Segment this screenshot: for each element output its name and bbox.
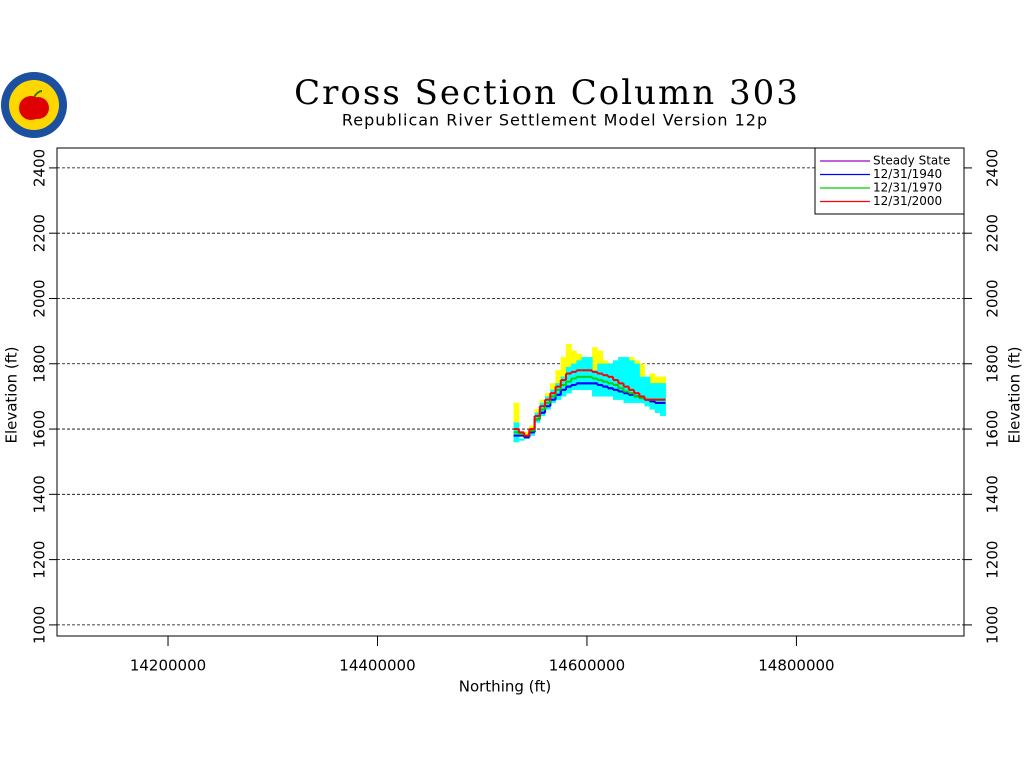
y2-tick-label: 1000: [984, 606, 1002, 644]
legend-box: [814, 147, 965, 215]
y2-tick-label: 1200: [984, 541, 1002, 579]
x-tick-label: 14600000: [549, 657, 625, 675]
y2-tick-label: 2000: [984, 279, 1002, 317]
x-axis-label: Northing (ft): [459, 678, 552, 696]
legend-label: Steady State: [873, 154, 950, 168]
y-tick-label: 1200: [31, 541, 49, 579]
y2-tick-label: 1600: [984, 410, 1002, 448]
y-tick-label: 1000: [31, 606, 49, 644]
legend-label: 12/31/1970: [873, 181, 942, 195]
plot-area: 1000 1000 1200 1200 1400 1400 1600 1600 1800 1800…: [31, 149, 1002, 675]
fill-cell: [576, 360, 583, 391]
fill-cell: [649, 383, 656, 410]
fill-cell: [586, 357, 593, 391]
legend: Steady State12/31/194012/31/197012/31/20…: [814, 147, 965, 215]
logo-stem: [33, 90, 43, 98]
y2-tick-label: 2200: [984, 214, 1002, 252]
chart-title: Cross Section Column 303: [294, 73, 800, 113]
y-tick-label: 2400: [31, 149, 49, 187]
fill-cell: [581, 357, 588, 391]
y2-tick-label: 1800: [984, 345, 1002, 383]
legend-label: 12/31/1940: [873, 167, 942, 181]
legend-label: 12/31/2000: [873, 194, 942, 208]
chart-subtitle: Republican River Settlement Model Versio…: [342, 111, 768, 130]
x-tick-label: 14400000: [339, 657, 415, 675]
y-tick-label: 1600: [31, 410, 49, 448]
y2-tick-label: 1400: [984, 475, 1002, 513]
x-tick-label: 14200000: [130, 657, 206, 675]
y-tick-label: 1800: [31, 345, 49, 383]
fill-cell: [644, 376, 651, 407]
x-tick-label: 14800000: [758, 657, 834, 675]
logo: [1, 72, 67, 138]
fill-cell: [654, 383, 661, 413]
logo-apple: [27, 97, 49, 119]
plot-frame: [56, 147, 965, 637]
y-tick-label: 2200: [31, 214, 49, 252]
y-tick-label: 1400: [31, 475, 49, 513]
y2-tick-label: 2400: [984, 149, 1002, 187]
fill-cell: [518, 438, 525, 441]
fill-cell: [618, 357, 625, 400]
y2-axis-label: Elevation (ft): [1006, 346, 1024, 443]
y-tick-label: 2000: [31, 279, 49, 317]
y-axis-label: Elevation (ft): [3, 346, 21, 443]
fill-cell: [628, 360, 635, 404]
fill-cell: [623, 357, 630, 404]
